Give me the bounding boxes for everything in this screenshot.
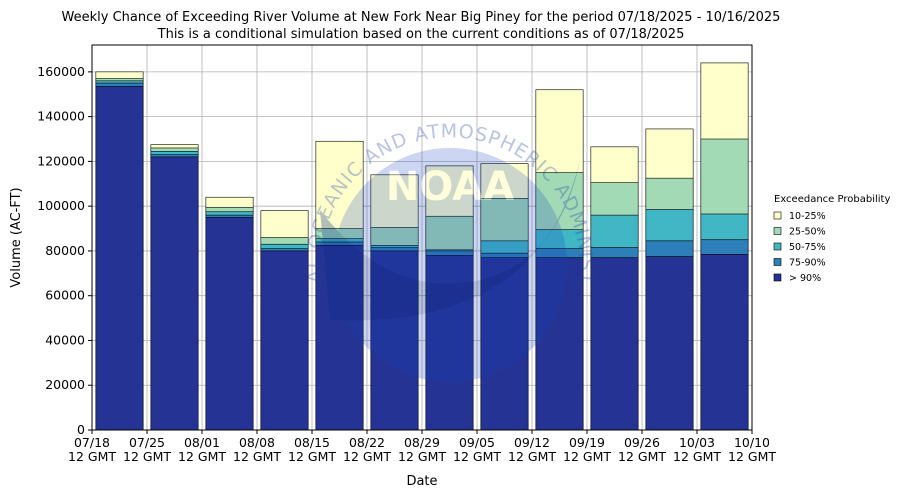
x-tick-label: 12 GMT [728,449,776,464]
x-tick-label: 10/03 [679,435,715,450]
legend-title: Exceedance Probability [774,194,890,205]
x-tick-label: 08/22 [349,435,385,450]
legend-entry-label: 50-75% [789,242,826,253]
chart-subtitle: This is a conditional simulation based o… [157,27,685,42]
x-tick-label: 08/15 [294,435,330,450]
x-tick-label: 12 GMT [398,449,446,464]
x-tick-label: 12 GMT [618,449,666,464]
x-tick-label: 08/29 [404,435,440,450]
bar-segment [205,217,254,431]
legend-swatch [773,258,782,266]
x-tick-label: 09/05 [459,435,495,450]
x-tick-label: 12 GMT [343,449,391,464]
bar-segment [150,156,199,431]
x-tick-label: 12 GMT [453,449,501,464]
x-tick-label: 08/01 [184,435,220,450]
bar-segment [590,257,639,431]
legend-swatch [773,242,782,251]
x-tick-label: 12 GMT [563,449,611,464]
x-tick-label: 12 GMT [508,449,556,464]
legend-entry-label: > 90% [789,273,821,284]
y-tick-label: 80000 [45,243,85,258]
x-tick-label: 09/12 [514,435,550,450]
legend-swatch [773,227,782,235]
y-tick-label: 160000 [37,64,85,79]
x-tick-label: 12 GMT [68,449,116,464]
x-tick-label: 10/10 [734,435,770,450]
y-tick-label: 40000 [45,332,85,347]
bar-segment [95,86,144,431]
y-tick-label: 20000 [45,377,85,392]
legend-swatch [773,273,782,282]
bar-segment [370,250,419,431]
chart-title: Weekly Chance of Exceeding River Volume … [62,10,781,25]
bar-segment [315,245,364,431]
legend-swatch [773,211,782,220]
bar-segment [700,253,749,431]
x-tick-label: 12 GMT [288,449,336,464]
x-tick-label: 12 GMT [233,449,281,464]
bar-segment [425,255,474,431]
bar-segment [260,250,309,431]
x-tick-label: 08/08 [239,435,275,450]
legend-entry-label: 10-25% [789,211,826,222]
x-tick-label: 12 GMT [123,449,171,464]
x-tick-label: 09/19 [569,435,605,450]
bar-segment [645,256,694,431]
x-tick-label: 07/25 [129,435,165,450]
x-axis-label: Date [406,474,437,489]
watermark-logo-text: NOAA [386,164,514,210]
y-axis-label: Volume (AC-FT) [9,187,24,287]
y-tick-label: 100000 [37,198,85,213]
legend-entry-label: 25-50% [789,227,826,238]
x-tick-label: 12 GMT [673,449,721,464]
y-tick-label: 120000 [37,153,85,168]
legend-entry-label: 75-90% [789,258,826,269]
x-tick-label: 09/26 [624,435,660,450]
x-tick-label: 07/18 [74,435,110,450]
x-tick-label: 12 GMT [178,449,226,464]
y-tick-label: 60000 [45,288,85,303]
y-tick-label: 140000 [37,109,85,124]
y-tick-label: 0 [77,422,85,437]
